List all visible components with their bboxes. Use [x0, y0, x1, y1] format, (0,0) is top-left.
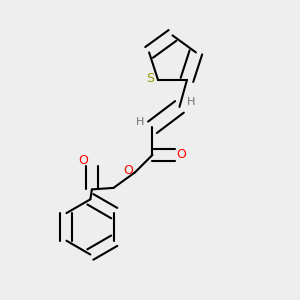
Text: O: O: [123, 164, 133, 177]
Text: H: H: [136, 117, 145, 127]
Text: O: O: [78, 154, 88, 167]
Text: H: H: [187, 97, 196, 106]
Text: S: S: [146, 72, 154, 85]
Text: O: O: [177, 148, 187, 161]
